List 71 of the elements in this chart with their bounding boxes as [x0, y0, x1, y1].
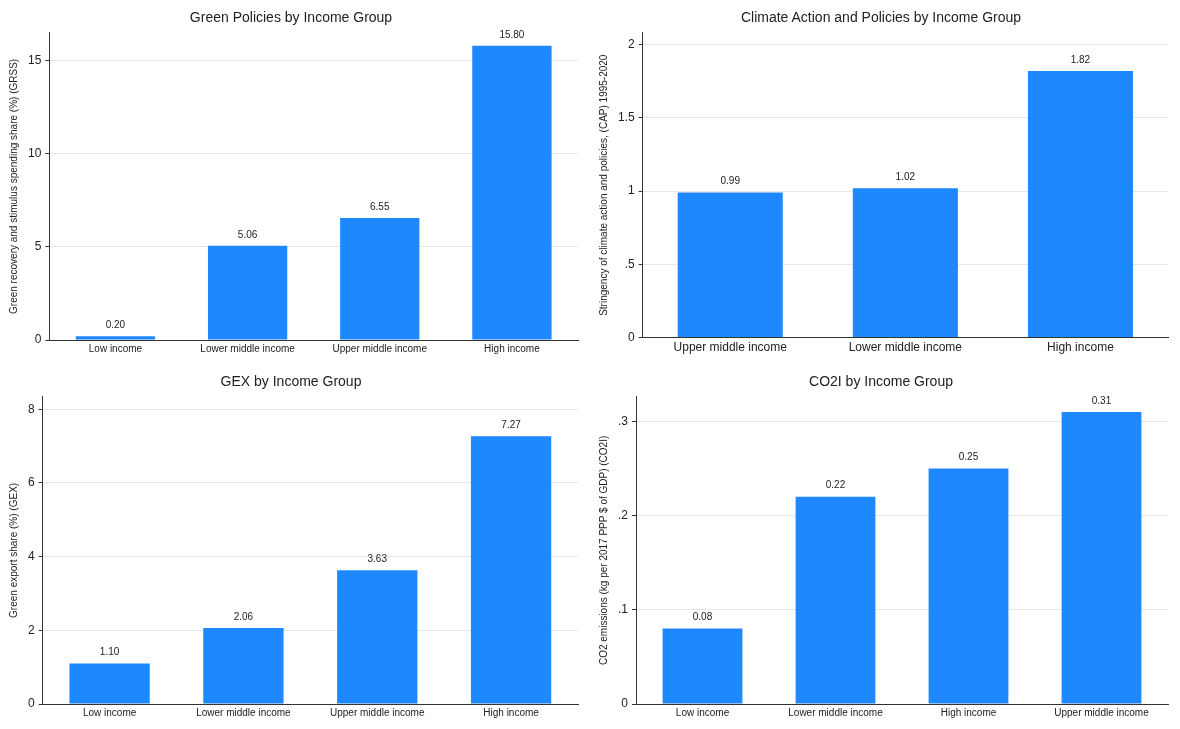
- y-tick-label: 8: [27, 401, 35, 416]
- x-tick-label: Upper middle income: [332, 342, 428, 354]
- x-tick-label: High income: [1047, 340, 1115, 355]
- data-label: 5.06: [237, 228, 258, 240]
- data-label: 7.27: [501, 418, 522, 430]
- x-tick-label: High income: [483, 706, 540, 718]
- bar: [207, 245, 288, 340]
- x-tick-label: Lower middle income: [196, 706, 292, 718]
- x-tick-label: Low income: [675, 706, 730, 718]
- x-tick-label: Upper middle income: [1054, 706, 1150, 718]
- bar: [340, 218, 420, 340]
- data-label: 0.99: [720, 175, 741, 187]
- x-tick-label: Low income: [82, 706, 137, 718]
- y-tick-label: 2: [627, 36, 635, 51]
- y-axis-title: Stringency of climate action and policies, (CAP) 1995-2020: [597, 54, 609, 316]
- data-label: 1.02: [895, 170, 916, 182]
- y-tick-label: .3: [617, 413, 629, 428]
- bar: [662, 628, 743, 704]
- y-tick-label: 6: [27, 475, 35, 490]
- bar: [852, 188, 958, 338]
- chart-title: Green Policies by Income Group: [189, 9, 393, 26]
- y-tick-label: 0: [621, 696, 629, 711]
- bar: [69, 663, 150, 704]
- x-tick-label: Lower middle income: [848, 340, 963, 355]
- y-tick-label: 1: [627, 183, 635, 198]
- bar: [472, 45, 552, 340]
- y-tick-label: .5: [624, 256, 635, 271]
- data-label: 6.55: [370, 200, 390, 212]
- bar: [337, 570, 418, 704]
- x-tick-label: Lower middle income: [200, 342, 296, 354]
- y-tick-label: 0: [34, 332, 42, 347]
- data-label: 2.06: [233, 610, 254, 622]
- bar: [75, 336, 156, 340]
- y-axis-title: Green recovery and stimulus spending share (%) (GRSS): [7, 58, 19, 314]
- y-axis-title: CO2 emissions (kg per 2017 PPP $ of GDP) (CO2I): [597, 435, 609, 666]
- data-label: 0.22: [825, 479, 846, 491]
- bar: [1027, 70, 1133, 338]
- y-tick-label: 1.5: [617, 110, 635, 125]
- y-tick-label: 2: [27, 622, 35, 637]
- y-tick-label: 0: [627, 329, 635, 344]
- bar: [470, 436, 552, 704]
- chart-title: Climate Action and Policies by Income Group: [740, 9, 1022, 26]
- y-tick-label: .1: [617, 602, 629, 617]
- data-label: 0.25: [958, 451, 979, 463]
- data-label: 1.82: [1070, 53, 1091, 65]
- bar: [203, 628, 284, 704]
- x-tick-label: Upper middle income: [330, 706, 425, 718]
- x-tick-label: Low income: [88, 342, 143, 354]
- y-tick-label: 0: [27, 696, 35, 711]
- chart-title: CO2I by Income Group: [809, 373, 954, 390]
- chart-title: GEX by Income Group: [220, 373, 362, 390]
- bar: [677, 192, 783, 338]
- data-label: 3.63: [367, 553, 388, 565]
- x-tick-label: Upper middle income: [673, 340, 788, 355]
- y-tick-label: 10: [27, 146, 42, 161]
- bar: [928, 468, 1009, 704]
- data-label: 15.80: [499, 28, 525, 40]
- y-tick-label: 15: [27, 53, 42, 68]
- data-label: 0.31: [1091, 394, 1112, 406]
- y-tick-label: 5: [34, 239, 42, 254]
- data-label: 0.08: [692, 611, 713, 623]
- bar: [1061, 411, 1142, 704]
- data-label: 1.10: [99, 646, 120, 658]
- data-label: 0.20: [105, 319, 126, 331]
- y-tick-label: 4: [27, 548, 35, 563]
- bar: [795, 496, 876, 704]
- x-tick-label: High income: [484, 342, 541, 354]
- y-axis-title: Green export share (%) (GEX): [7, 482, 19, 618]
- x-tick-label: High income: [940, 706, 997, 718]
- x-tick-label: Lower middle income: [788, 706, 884, 718]
- y-tick-label: .2: [617, 507, 629, 522]
